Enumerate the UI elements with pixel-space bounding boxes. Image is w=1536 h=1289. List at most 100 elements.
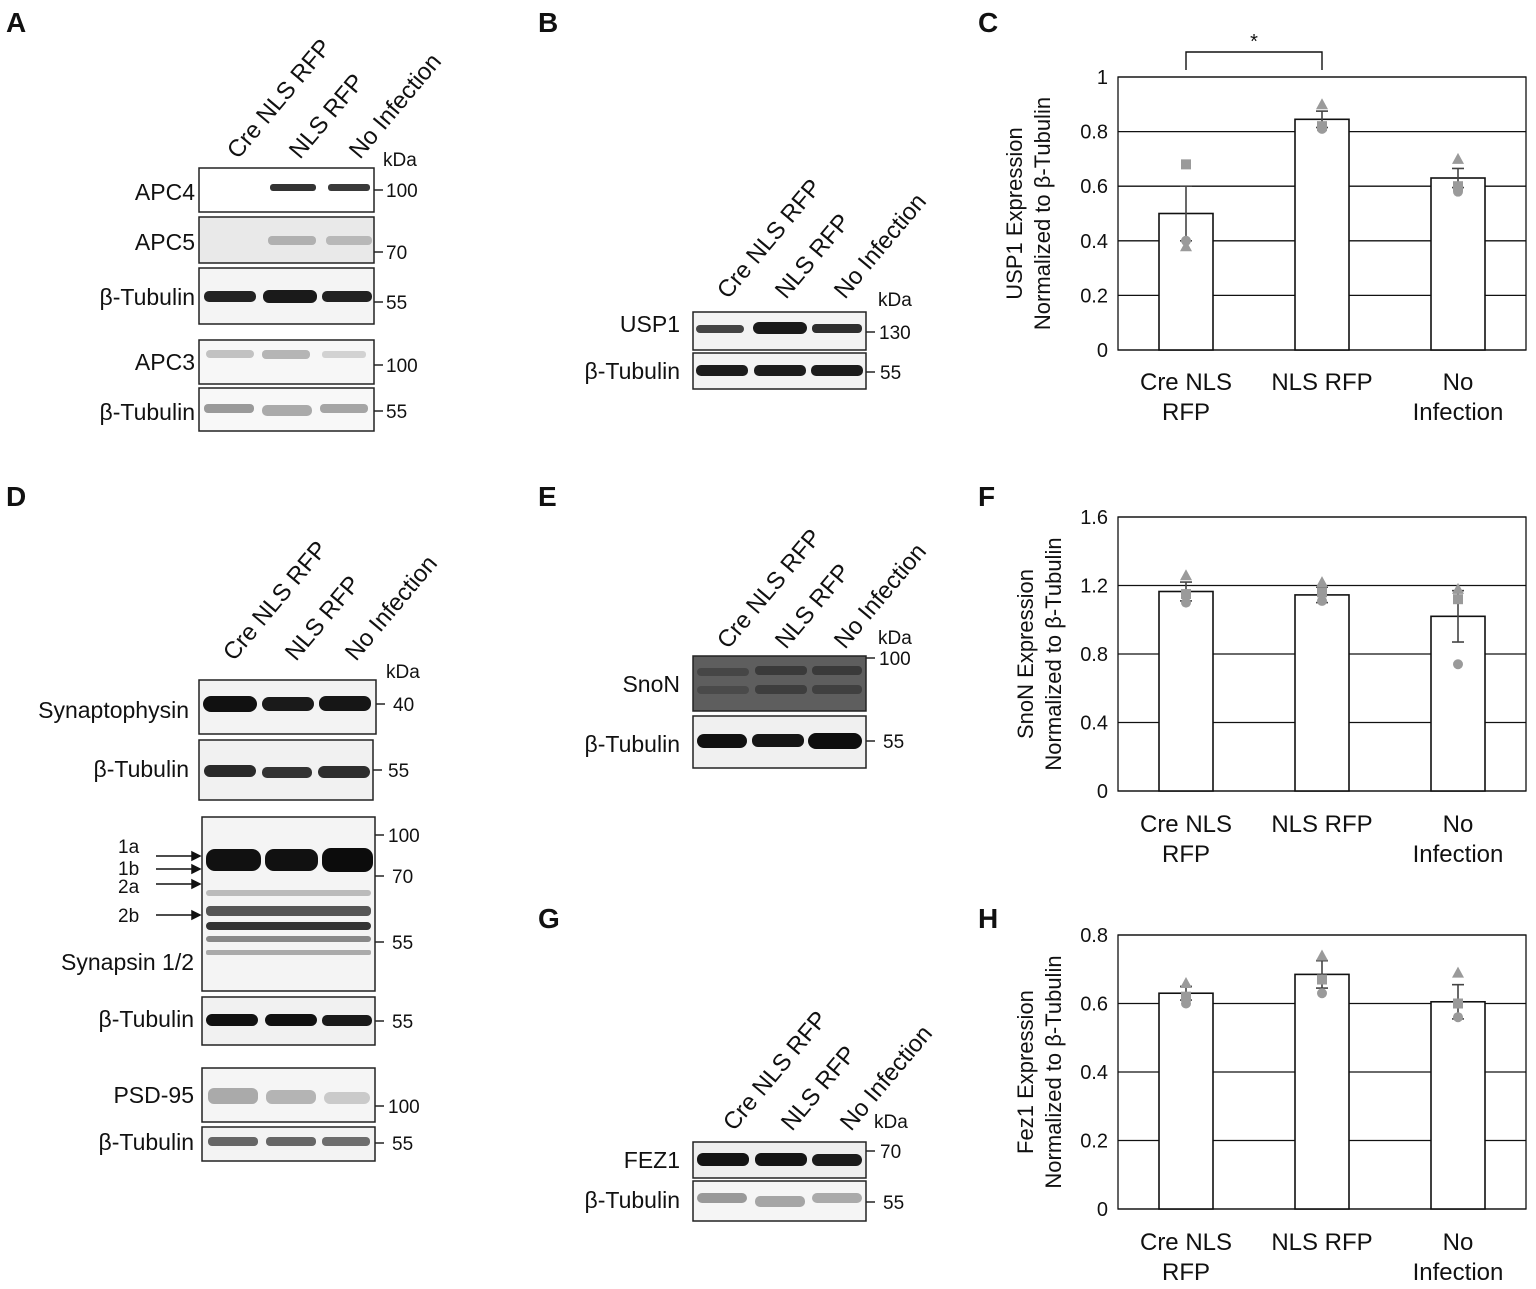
y-axis-title: USP1 Expression [1002, 127, 1027, 299]
mw-label: 55 [388, 761, 409, 782]
data-point [1453, 594, 1463, 605]
band [208, 1088, 258, 1104]
blot-synapsin [201, 816, 376, 992]
mw-label: 70 [386, 243, 407, 264]
blot-label-beta-tubulin: β-Tubulin [585, 1187, 680, 1213]
band [696, 325, 744, 333]
blot-apc3 [198, 339, 375, 385]
y-tick-label: 0 [1097, 340, 1108, 362]
band [812, 1154, 862, 1166]
blot-label-fez1: FEZ1 [624, 1147, 680, 1173]
band [755, 685, 807, 694]
kda-label: kDa [878, 290, 912, 311]
band [206, 1014, 258, 1026]
blot-label-beta-tubulin: β-Tubulin [99, 1006, 194, 1032]
band [268, 236, 316, 245]
blot-label-synaptophysin: Synaptophysin [38, 697, 189, 723]
panel-label-b: B [538, 7, 558, 38]
kda-label: kDa [874, 1112, 908, 1133]
bar [1158, 590, 1214, 792]
y-tick-label: 1.2 [1080, 576, 1108, 598]
band [265, 1014, 317, 1026]
data-point [1453, 659, 1463, 670]
blot-label-beta-tubulin: β-Tubulin [100, 284, 195, 310]
lane-label-no-infection: No Infection [340, 550, 443, 665]
band [266, 1137, 316, 1146]
data-point [1453, 1012, 1463, 1023]
band [754, 365, 806, 376]
x-category-label: NLS RFP [1271, 369, 1372, 396]
mw-label: 100 [386, 356, 418, 377]
arrow-label-2a: 2a [118, 877, 140, 898]
band [203, 696, 257, 712]
data-point [1317, 974, 1327, 985]
x-category-label: Cre NLS [1140, 1229, 1232, 1256]
mw-label: 55 [883, 732, 904, 753]
bar [1430, 177, 1486, 351]
data-point [1316, 98, 1328, 110]
kda-label: kDa [878, 628, 912, 649]
arrow-label-1a: 1a [118, 837, 140, 858]
band [755, 1153, 807, 1166]
lane-label-no-infection: No Infection [344, 48, 447, 163]
panel-label-e: E [538, 481, 557, 512]
band [318, 766, 370, 778]
band [696, 365, 748, 376]
blot-label-beta-tubulin: β-Tubulin [99, 1129, 194, 1155]
band [320, 404, 368, 413]
band [322, 1015, 372, 1026]
band [328, 184, 370, 191]
mw-label: 55 [386, 402, 407, 423]
band [206, 906, 371, 916]
data-point [1317, 587, 1327, 598]
band [812, 324, 862, 333]
y-axis-title: SnoN Expression [1013, 569, 1038, 739]
band [262, 350, 310, 359]
y-tick-label: 0.6 [1080, 176, 1108, 198]
blot-label-beta-tubulin: β-Tubulin [94, 756, 189, 782]
y-axis-title: Normalized to β-Tubulin [1041, 955, 1066, 1188]
y-tick-label: 0.8 [1080, 925, 1108, 947]
band [326, 236, 372, 245]
data-point [1181, 589, 1191, 600]
band [262, 697, 314, 711]
mw-label: 55 [392, 933, 413, 954]
band [206, 890, 371, 896]
band [808, 733, 862, 749]
lane-label-no-infection: No Infection [829, 188, 932, 303]
chart-H: 0 0.2 0.4 0.6 0.8 Cre NLS RFP NLS RFP No Infectio… [1013, 925, 1527, 1286]
band [753, 322, 807, 334]
data-point [1181, 991, 1191, 1002]
y-tick-label: 0 [1097, 1199, 1108, 1221]
charts-layer: 0 0.2 0.4 0.6 0.8 1 Cre NLS RFP NLS RFP No Infecti… [1002, 31, 1527, 1286]
mw-label: 70 [392, 867, 413, 888]
band [266, 1090, 316, 1104]
bar [1430, 1000, 1486, 1210]
blot-snon [692, 655, 867, 712]
blot-label-beta-tubulin: β-Tubulin [585, 358, 680, 384]
blot-label-synapsin: Synapsin 1/2 [61, 949, 194, 975]
data-point [1180, 240, 1192, 252]
band [206, 922, 371, 930]
arrow-label-1b: 1b [118, 859, 139, 880]
x-category-label: No [1443, 811, 1474, 838]
x-category-label: No [1443, 369, 1474, 396]
mw-label: 100 [388, 1097, 420, 1118]
data-point [1452, 966, 1464, 978]
band [324, 1092, 370, 1104]
data-point [1180, 976, 1192, 988]
data-point [1453, 998, 1463, 1009]
blot-label-usp1: USP1 [620, 311, 680, 337]
data-point [1180, 569, 1192, 581]
band [206, 849, 261, 871]
blot-panel-b: Cre NLS RFP NLS RFP No Infection kDa USP… [585, 174, 932, 390]
band [812, 1193, 862, 1203]
band [697, 1193, 747, 1203]
mw-label: 55 [392, 1012, 413, 1033]
x-category-label: NLS RFP [1271, 1229, 1372, 1256]
blot-panel-e: Cre NLS RFP NLS RFP No Infection kDa Sno… [585, 524, 932, 769]
x-category-label: Cre NLS [1140, 811, 1232, 838]
band [755, 1196, 805, 1207]
